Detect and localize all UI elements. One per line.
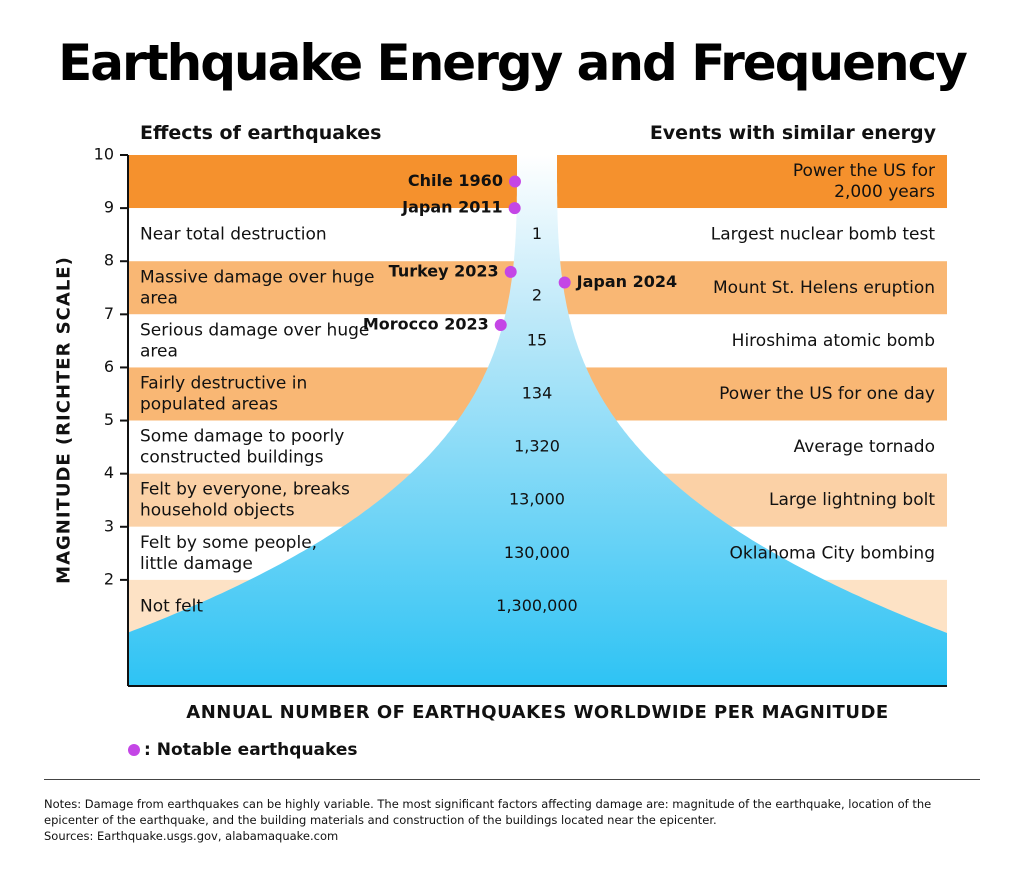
effect-label: Not felt [140,596,203,616]
chart-title: Earthquake Energy and Frequency [58,34,968,92]
annual-count-label: 13,000 [509,490,565,509]
annual-count-label: 1,300,000 [496,596,577,615]
y-tick-label: 2 [104,569,114,588]
divider [44,779,980,780]
annual-count-label: 2 [532,285,542,304]
notes: Notes: Damage from earthquakes can be hi… [44,796,980,844]
y-axis-label: MAGNITUDE (RICHTER SCALE) [53,256,75,584]
effect-label: Near total destruction [140,225,327,245]
annual-count-label: 15 [527,330,547,349]
energy-event-label: Power the US for one day [719,384,935,404]
notable-earthquake-label: Morocco 2023 [363,314,489,333]
legend-marker-icon [128,744,140,756]
notable-earthquake-marker [508,202,521,215]
energy-event-label: Hiroshima atomic bomb [732,331,935,351]
energy-event-label: Large lightning bolt [769,490,935,510]
effect-label: Massive damage over huge area [140,267,374,308]
notable-earthquake-label: Turkey 2023 [389,261,499,280]
effect-label: Serious damage over huge area [140,320,369,361]
annual-count-label: 1,320 [514,437,560,456]
effect-label: Fairly destructive in populated areas [140,374,307,415]
notable-earthquake-label: Chile 1960 [408,171,503,190]
effect-label: Some damage to poorly constructed buildin… [140,427,344,468]
legend-label: : Notable earthquakes [144,740,358,760]
notable-earthquake-label: Japan 2024 [576,272,678,291]
sources-text: Sources: Earthquake.usgs.gov, alabamaqua… [44,829,339,843]
energy-event-label: Oklahoma City bombing [730,543,935,563]
effects-column-header: Effects of earthquakes [140,122,382,144]
annual-count-label: 130,000 [504,543,570,562]
energy-event-label: Largest nuclear bomb test [711,225,936,245]
notable-earthquake-marker [508,175,521,188]
y-tick-label: 4 [104,463,114,482]
y-tick-label: 7 [104,304,114,323]
annual-count-label: 1 [532,224,542,243]
x-axis-label: ANNUAL NUMBER OF EARTHQUAKES WORLDWIDE P… [186,702,889,723]
notes-text: Notes: Damage from earthquakes can be hi… [44,797,932,827]
frequency-funnel [127,155,947,686]
annual-count-label: 134 [522,384,553,403]
notable-earthquake-marker [504,265,517,278]
notable-earthquake-marker [494,318,507,331]
notable-earthquake-marker [558,276,571,289]
y-tick-label: 10 [94,145,114,164]
energy-event-label: Average tornado [794,437,935,457]
y-tick-label: 8 [104,251,114,270]
y-tick-label: 6 [104,357,114,376]
energy-event-label: Mount St. Helens eruption [713,278,935,298]
y-tick-label: 3 [104,516,114,535]
effect-label: Felt by some people, little damage [140,533,317,574]
events-column-header: Events with similar energy [649,122,936,144]
y-tick-label: 5 [104,410,114,429]
legend: : Notable earthquakes [128,740,358,760]
energy-event-label: Power the US for 2,000 years [793,161,935,202]
y-tick-label: 9 [104,198,114,217]
effect-label: Felt by everyone, breaks household object… [140,480,350,521]
notable-earthquake-label: Japan 2011 [401,198,503,217]
